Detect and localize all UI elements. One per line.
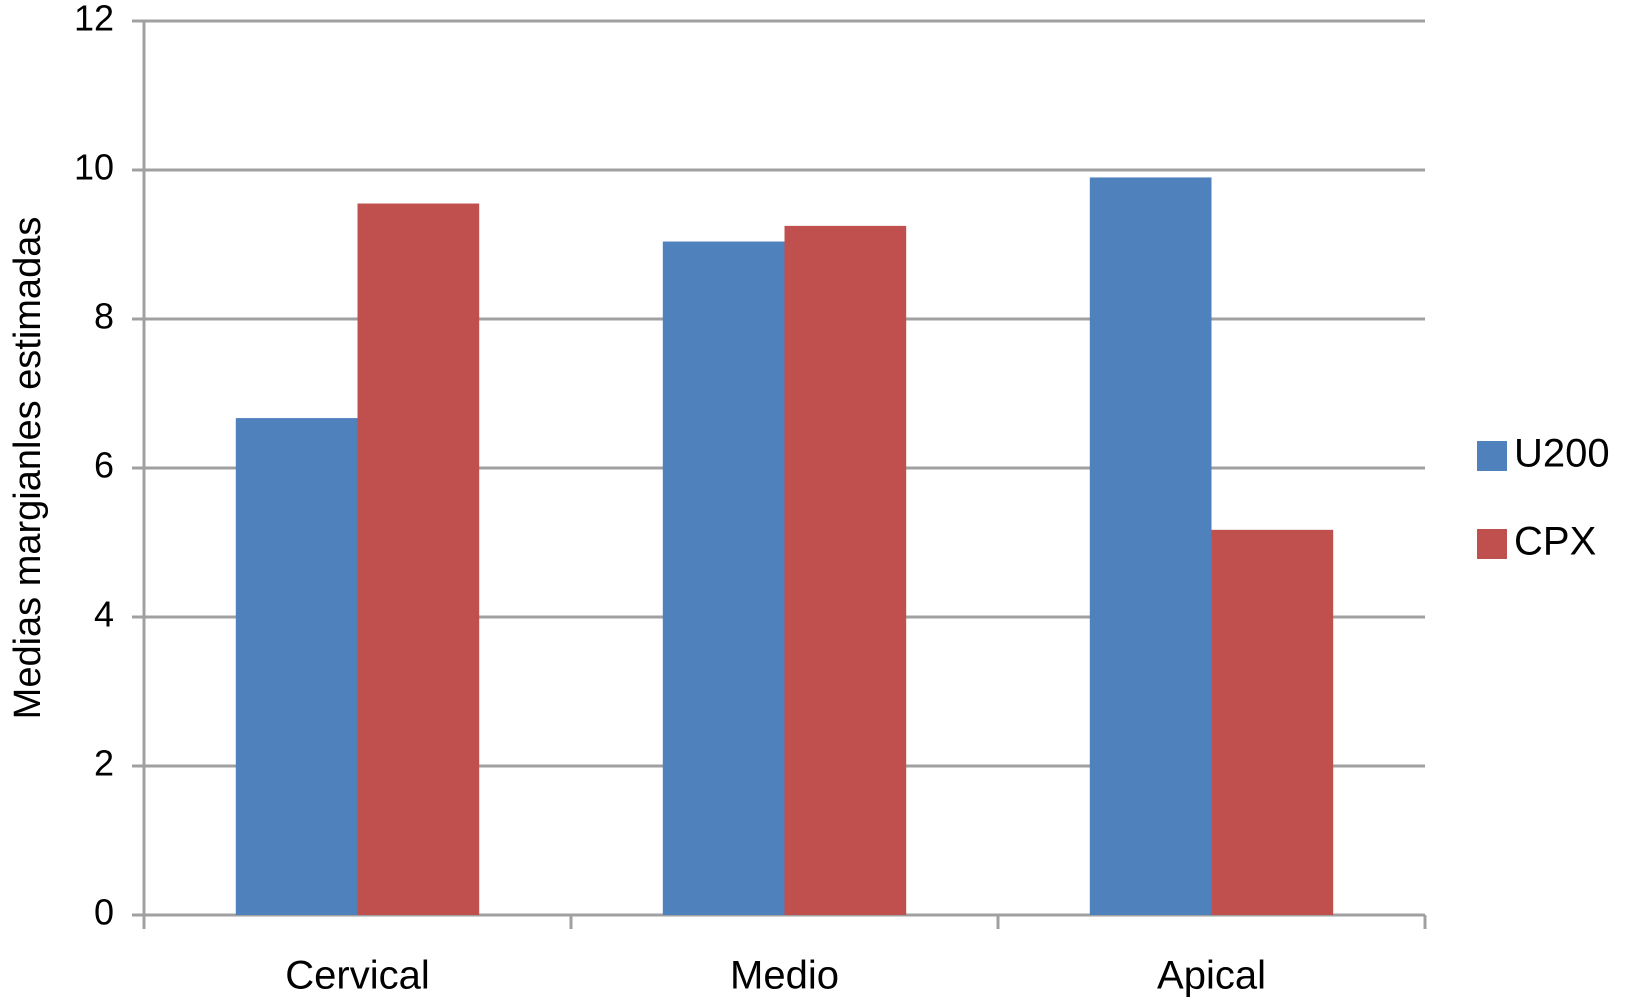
y-tick-label: 4	[94, 594, 114, 635]
bar	[1089, 177, 1212, 915]
x-tick-label: Medio	[730, 954, 839, 998]
bar	[784, 225, 907, 915]
y-axis-label: Medias margianles estimadas	[7, 217, 49, 720]
y-tick-label: 6	[94, 445, 114, 486]
y-tick-label: 2	[94, 743, 114, 784]
bar	[662, 241, 785, 915]
legend-label: CPX	[1514, 520, 1596, 564]
x-tick-label: Apical	[1157, 954, 1266, 998]
legend-swatch	[1477, 441, 1507, 471]
bar	[235, 418, 358, 915]
y-tick-label: 12	[74, 0, 114, 39]
legend-label: U200	[1514, 432, 1610, 476]
bar	[357, 203, 480, 915]
x-tick-label: Cervical	[285, 954, 429, 998]
y-tick-label: 0	[94, 892, 114, 933]
bar	[1211, 529, 1334, 915]
legend-swatch	[1477, 529, 1507, 559]
y-tick-label: 8	[94, 296, 114, 337]
y-tick-label: 10	[74, 147, 114, 188]
